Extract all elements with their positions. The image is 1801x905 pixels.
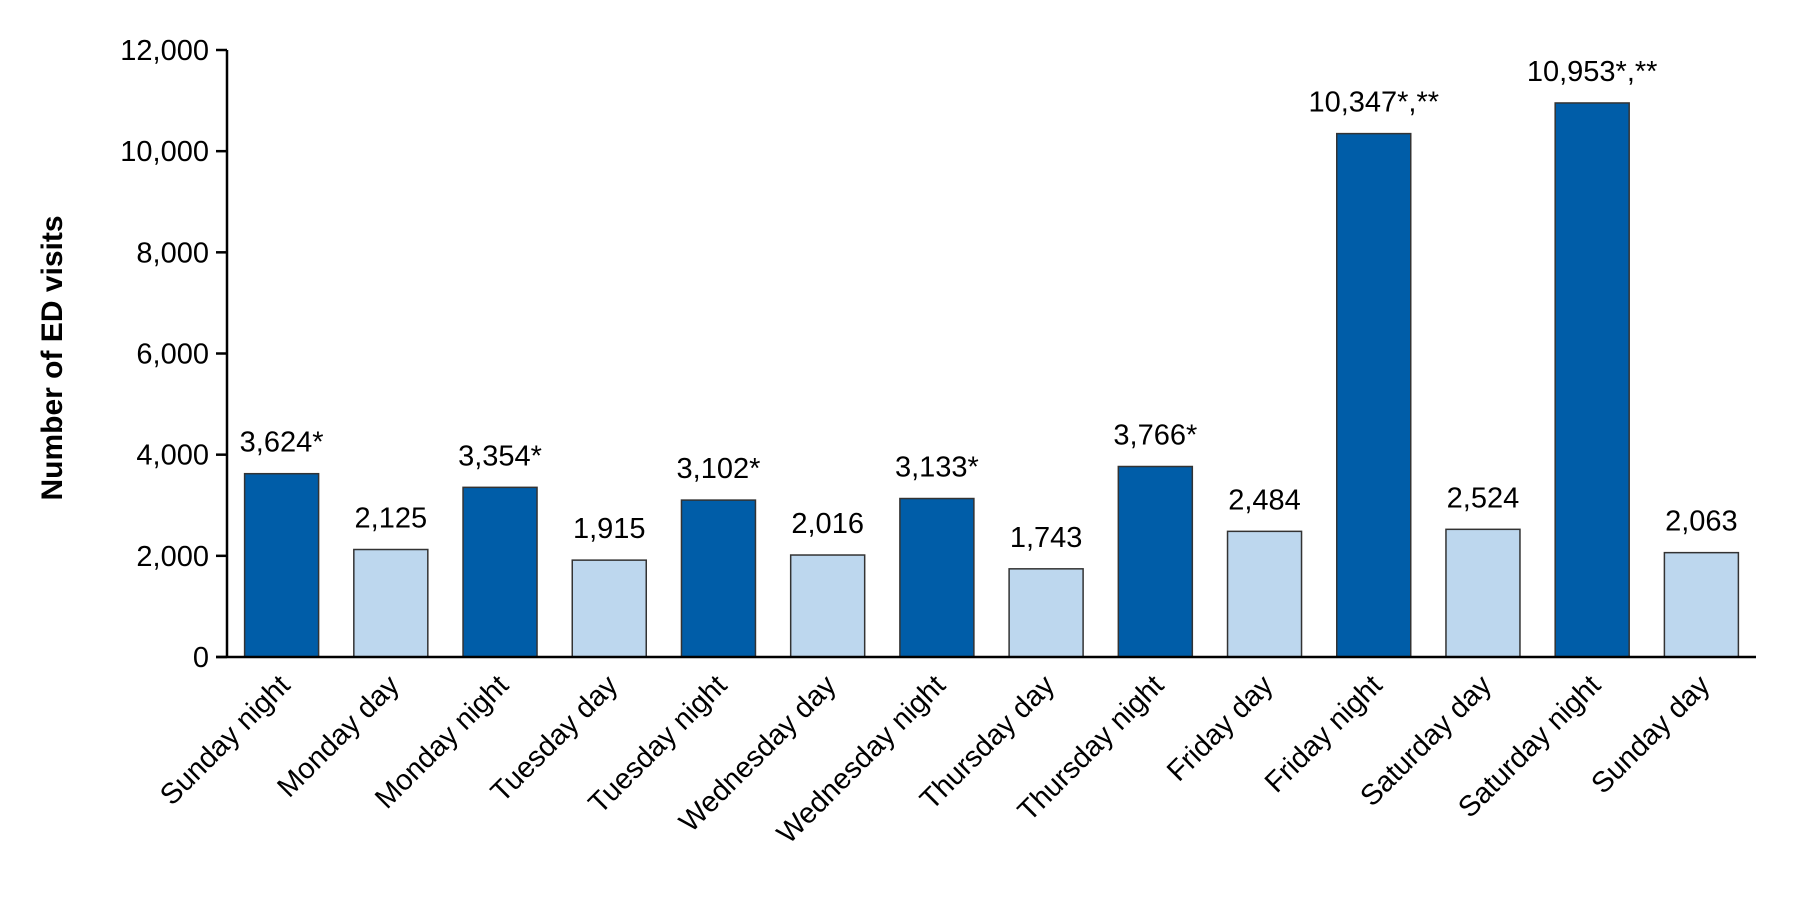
- data-label: 3,766*: [1113, 420, 1197, 452]
- bar-tuesday-day: [571, 559, 647, 658]
- data-label: 2,524: [1447, 482, 1520, 514]
- bar-monday-night: [462, 486, 538, 658]
- data-label: 2,063: [1665, 506, 1738, 538]
- bar-friday-night: [1336, 132, 1412, 658]
- y-tick-label: 4,000: [136, 440, 209, 472]
- bar-friday-day: [1226, 530, 1303, 658]
- data-label: 3,102*: [677, 453, 761, 485]
- bar-thursday-night: [1117, 465, 1194, 658]
- bar-thursday-day: [1008, 568, 1084, 658]
- x-tick-label: Sunday day: [1585, 669, 1716, 800]
- data-label: 10,347*,**: [1308, 87, 1439, 119]
- y-tick-label: 10,000: [120, 136, 209, 168]
- data-label: 1,915: [573, 513, 646, 545]
- bar-saturday-night: [1554, 102, 1630, 658]
- data-label: 2,125: [355, 503, 428, 535]
- data-label: 2,484: [1228, 484, 1301, 516]
- bar-wednesday-day: [789, 554, 866, 658]
- y-tick-label: 12,000: [120, 35, 209, 67]
- y-tick-label: 0: [193, 642, 209, 674]
- data-label: 3,354*: [458, 440, 542, 472]
- bar-tuesday-night: [680, 499, 757, 658]
- data-label: 3,624*: [240, 427, 324, 459]
- y-axis-title: Number of ED visits: [36, 215, 69, 500]
- y-tick-label: 8,000: [136, 237, 209, 269]
- data-label: 10,953*,**: [1527, 56, 1658, 88]
- y-tick-label: 2,000: [136, 541, 209, 573]
- data-label: 2,016: [791, 508, 864, 540]
- bar-sunday-day: [1663, 551, 1740, 658]
- bar-wednesday-night: [899, 497, 975, 658]
- y-tick-label: 6,000: [136, 339, 209, 371]
- x-tick-label: Sunday night: [154, 669, 296, 811]
- data-label: 1,743: [1010, 522, 1083, 554]
- x-tick-label: Friday day: [1161, 669, 1280, 788]
- data-label: 3,133*: [895, 452, 979, 484]
- bar-monday-day: [353, 548, 429, 658]
- bar-saturday-day: [1445, 528, 1521, 658]
- bar-sunday-night: [243, 472, 320, 658]
